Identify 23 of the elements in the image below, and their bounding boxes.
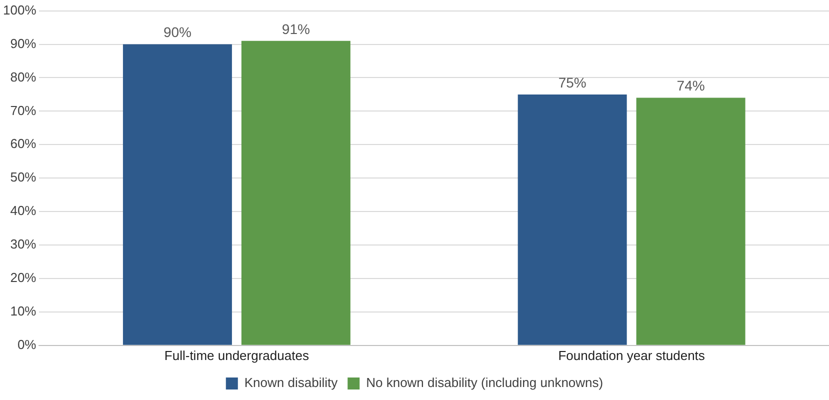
x-tick-label: Full-time undergraduates	[164, 348, 310, 363]
bar	[241, 40, 350, 345]
bar	[636, 98, 746, 345]
data-label: 74%	[676, 78, 705, 94]
y-tick-label: 60%	[10, 136, 37, 152]
legend-label: Known disability	[244, 375, 338, 390]
bar	[122, 44, 232, 345]
x-tick-label: Foundation year students	[558, 348, 706, 363]
y-tick-label: 20%	[10, 270, 37, 286]
legend-label: No known disability (including unknowns)	[366, 375, 604, 390]
y-tick-label: 70%	[10, 102, 37, 118]
data-label: 90%	[163, 24, 192, 40]
y-tick-label: 100%	[3, 2, 37, 18]
data-label: 91%	[282, 20, 310, 37]
data-label: 75%	[558, 74, 586, 90]
y-tick-label: 80%	[10, 69, 37, 84]
y-tick-label: 40%	[10, 203, 37, 218]
y-tick-label: 10%	[10, 304, 37, 319]
y-tick-label: 90%	[10, 36, 37, 51]
y-tick-label: 50%	[10, 170, 37, 185]
y-tick-label: 30%	[10, 236, 37, 252]
y-tick-label: 0%	[17, 336, 37, 352]
bar	[518, 94, 627, 345]
